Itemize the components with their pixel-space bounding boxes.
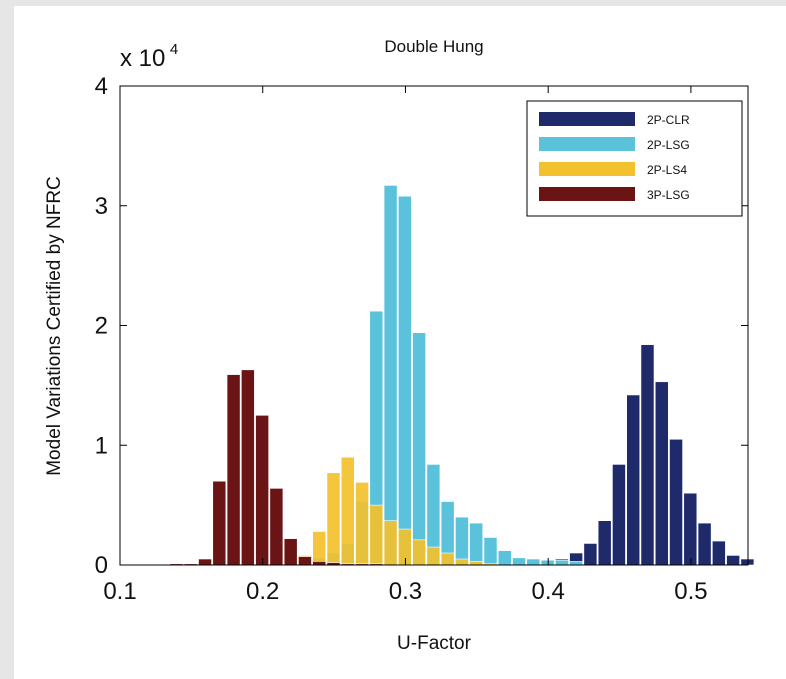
bar-2p-clr-13 <box>697 522 712 566</box>
chart-figure: 0.1 0.2 0.3 0.4 0.5 0 1 2 3 4 Double Hung x 10 4… <box>14 6 786 679</box>
bar-2p-lsg-8 <box>398 195 412 566</box>
bar-2p-lsg-12 <box>455 516 469 566</box>
bar-3p-lsg-3 <box>212 480 227 566</box>
chart-title: Double Hung <box>384 37 483 56</box>
bar-2p-clr-12 <box>683 492 698 566</box>
x-axis-label: U-Factor <box>397 633 472 654</box>
legend-label-2p-lsg: 2P-LSG <box>647 138 690 152</box>
bar-2p-lsg-16 <box>512 557 526 566</box>
bar-2p-ls4-8 <box>383 520 398 566</box>
legend-label-2p-ls4: 2P-LS4 <box>647 163 687 177</box>
legend-label-2p-clr: 2P-CLR <box>647 113 690 127</box>
y-tick-label: 4 <box>95 73 108 100</box>
y-scale-exponent: 4 <box>170 41 178 58</box>
x-tick-label: 0.5 <box>674 578 707 605</box>
bar-3p-lsg-7 <box>269 488 284 566</box>
bar-2p-lsg-13 <box>469 522 484 566</box>
bar-2p-ls4-13 <box>455 558 469 566</box>
bar-2p-ls4-12 <box>440 552 455 566</box>
y-tick-label: 1 <box>95 432 108 459</box>
x-axis-ticks: 0.1 0.2 0.3 0.4 0.5 <box>103 86 708 605</box>
x-tick-label: 0.1 <box>103 578 136 605</box>
y-axis-label: Model Variations Certified by NFRC <box>44 176 65 476</box>
bar-3p-lsg-10 <box>312 561 327 566</box>
y-scale-base: x 10 <box>120 45 165 72</box>
bar-2p-clr-6 <box>597 520 612 566</box>
histogram-chart: 0.1 0.2 0.3 0.4 0.5 0 1 2 3 4 Double Hung x 10 4… <box>44 37 755 654</box>
bar-2p-clr-10 <box>654 381 669 566</box>
bar-2p-clr-14 <box>712 540 726 566</box>
bar-3p-lsg-4 <box>226 374 241 566</box>
y-scale-multiplier: x 10 4 <box>120 41 178 72</box>
bar-2p-ls4-3 <box>312 531 327 566</box>
legend-swatch-2p-lsg <box>539 137 635 151</box>
bar-2p-clr-15 <box>726 555 740 566</box>
bar-3p-lsg-5 <box>241 369 255 566</box>
bar-2p-ls4-9 <box>398 528 412 566</box>
bar-2p-clr-8 <box>626 394 641 566</box>
bar-3p-lsg-9 <box>298 556 312 566</box>
y-tick-label: 0 <box>95 552 108 579</box>
bar-2p-lsg-19 <box>555 559 569 566</box>
bar-2p-clr-9 <box>640 344 655 566</box>
y-tick-label: 3 <box>95 193 108 220</box>
legend: 2P-CLR 2P-LSG 2P-LS4 3P-LSG <box>526 100 743 217</box>
bar-2p-lsg-15 <box>497 550 512 566</box>
bar-2p-clr-11 <box>669 438 683 566</box>
bar-2p-ls4-11 <box>426 546 441 566</box>
y-axis-ticks: 0 1 2 3 4 <box>95 73 748 579</box>
x-tick-label: 0.3 <box>389 578 422 605</box>
bar-2p-ls4-4 <box>326 472 341 566</box>
bar-2p-ls4-5 <box>340 456 355 566</box>
bar-2p-clr-16 <box>740 558 755 566</box>
bar-2p-ls4-6 <box>355 482 369 566</box>
bar-2p-lsg-14 <box>483 537 498 566</box>
bar-3p-lsg-8 <box>283 538 298 566</box>
bar-2p-lsg-17 <box>526 558 541 566</box>
x-tick-label: 0.4 <box>531 578 564 605</box>
x-tick-label: 0.2 <box>246 578 279 605</box>
bar-2p-lsg-7 <box>383 185 398 566</box>
bar-2p-clr-7 <box>612 464 626 566</box>
bar-2p-lsg-18 <box>540 559 555 566</box>
bars-group <box>169 185 755 566</box>
bar-2p-lsg-20 <box>569 561 583 566</box>
bar-3p-lsg-6 <box>255 415 269 566</box>
bar-3p-lsg-2 <box>198 558 212 566</box>
bar-2p-lsg-9 <box>412 332 426 566</box>
bar-2p-ls4-14 <box>469 561 484 566</box>
y-tick-label: 2 <box>95 313 108 340</box>
legend-label-3p-lsg: 3P-LSG <box>647 188 690 202</box>
legend-swatch-2p-clr <box>539 112 635 126</box>
legend-swatch-3p-lsg <box>539 187 635 201</box>
bar-2p-ls4-7 <box>369 504 384 566</box>
legend-swatch-2p-ls4 <box>539 162 635 176</box>
bar-2p-clr-5 <box>583 543 598 566</box>
bar-2p-ls4-10 <box>412 539 426 566</box>
